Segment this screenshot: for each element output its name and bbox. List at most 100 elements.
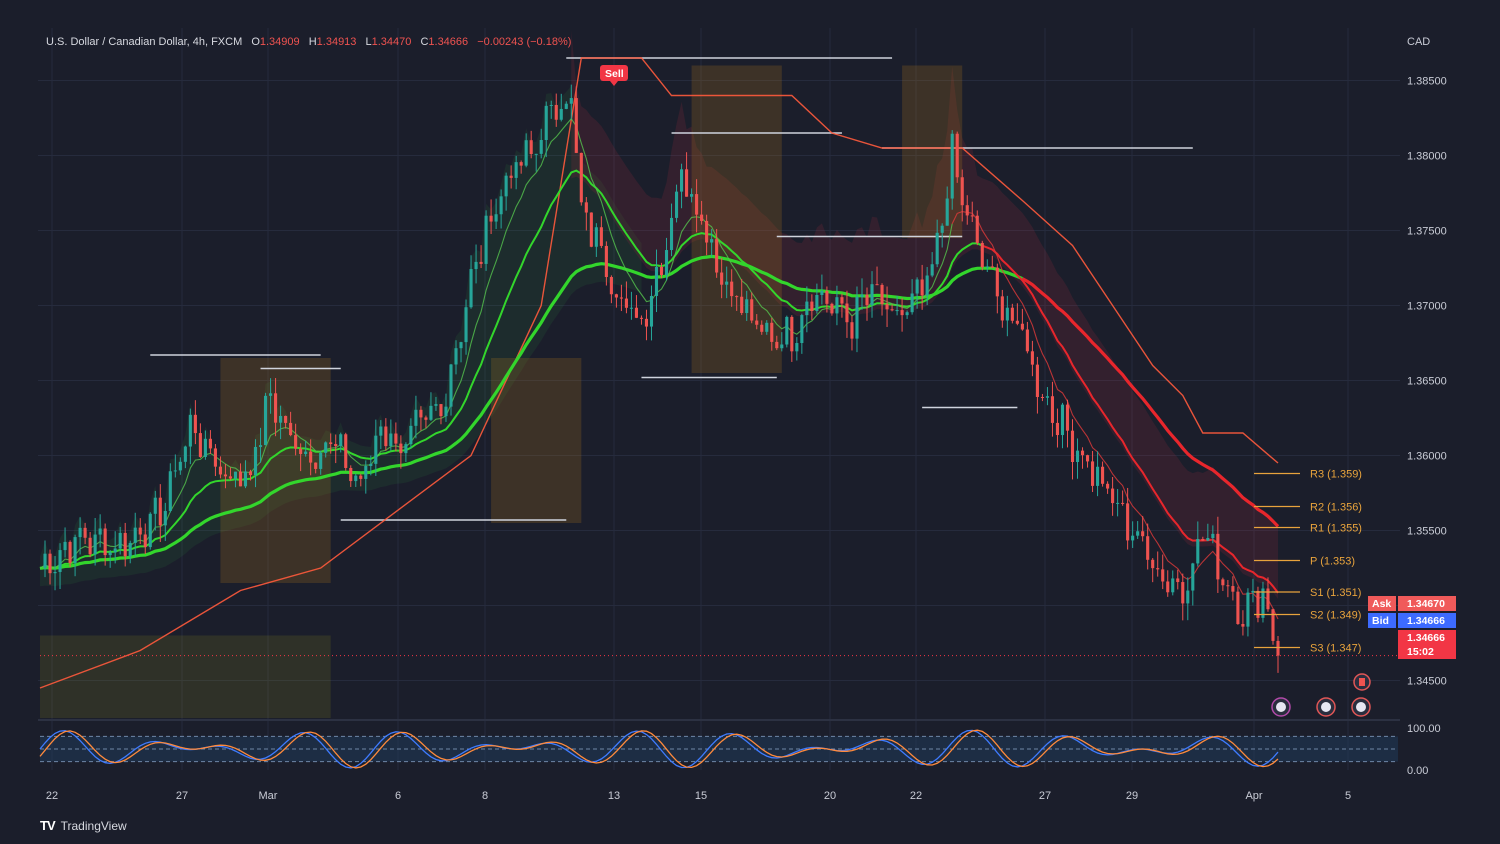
time-tick-label: 5 (1345, 790, 1351, 802)
candle-body (745, 299, 749, 314)
pivot-label: P (1.353) (1310, 556, 1355, 568)
candle-body (1030, 351, 1034, 365)
candle-body (619, 297, 623, 299)
candle-body (1211, 533, 1215, 539)
candle-body (529, 140, 533, 154)
candle-body (830, 303, 834, 314)
candle-body (464, 307, 468, 343)
candle-body (1236, 591, 1240, 624)
candle-body (324, 442, 328, 453)
candle-body (584, 202, 588, 213)
candle-body (554, 104, 558, 120)
price-tick-label: 1.34500 (1407, 676, 1447, 688)
pivot-label: R3 (1.359) (1310, 469, 1362, 481)
sell-signal[interactable]: Sell (600, 65, 628, 86)
candle-body (870, 284, 874, 306)
candle-body (1065, 404, 1070, 431)
candle-body (534, 153, 538, 155)
candle-body (349, 467, 353, 482)
candle-body (845, 303, 849, 323)
candle-body (735, 296, 739, 298)
candle-body (274, 393, 278, 423)
candle-body (93, 534, 97, 555)
candle-body (519, 162, 523, 166)
candle-body (269, 393, 273, 396)
candle-body (1266, 588, 1270, 610)
candle-body (1126, 503, 1130, 541)
candle-body (53, 571, 57, 574)
oscillator-tick-label: 0.00 (1407, 765, 1428, 777)
candle-body (494, 214, 498, 222)
time-tick-label: 29 (1126, 790, 1138, 802)
candle-body (1040, 396, 1044, 398)
last-price: 1.34666 (1407, 632, 1445, 644)
time-tick-label: 20 (824, 790, 836, 802)
candle-body (604, 245, 608, 278)
price-tick-label: 1.38500 (1407, 76, 1447, 88)
candle-body (820, 290, 824, 295)
candle-body (258, 445, 263, 447)
main-pane[interactable] (38, 28, 1400, 718)
close-value: 1.34666 (428, 36, 468, 48)
candle-body (800, 315, 804, 344)
candle-body (454, 348, 458, 365)
candle-body (900, 310, 904, 316)
candle-body (795, 343, 799, 352)
time-tick-label: 27 (1039, 790, 1051, 802)
candle-body (1000, 296, 1004, 321)
bear-cloud (571, 30, 1278, 599)
candle-body (559, 108, 563, 120)
candle-body (680, 169, 684, 192)
candle-body (885, 304, 889, 310)
candle-body (1015, 320, 1019, 324)
candle-body (424, 417, 428, 420)
candle-body (905, 312, 909, 316)
bid-label: Bid (1372, 615, 1389, 627)
candle-body (1111, 488, 1115, 504)
candle-body (815, 294, 819, 312)
candle-body (624, 298, 628, 308)
bid-value: 1.34666 (1407, 615, 1445, 627)
candle-body (564, 103, 568, 109)
candle-body (379, 426, 383, 436)
candle-body (940, 225, 944, 233)
tradingview-brand[interactable]: TV TradingView (40, 818, 127, 833)
candle-body (835, 297, 839, 314)
candle-body (654, 266, 659, 296)
candle-body (1146, 536, 1150, 560)
candle-body (1256, 590, 1260, 618)
candle-body (850, 322, 854, 339)
candle-body (429, 405, 433, 420)
candle-body (208, 438, 212, 449)
pivot-label: R2 (1.356) (1310, 502, 1362, 514)
candle-body (469, 269, 473, 308)
candle-body (1241, 623, 1245, 627)
candle-body (183, 446, 187, 462)
candle-body (504, 175, 508, 197)
time-tick-label: 22 (910, 790, 922, 802)
candle-body (1261, 588, 1265, 618)
candle-body (730, 281, 734, 297)
economic-events[interactable] (1271, 673, 1371, 717)
candle-body (63, 541, 67, 551)
moving-averages (39, 57, 1280, 689)
candle-body (253, 446, 258, 476)
legend: U.S. Dollar / Canadian Dollar, 4h, FXCM … (46, 36, 571, 48)
candle-body (314, 462, 318, 469)
candle-body (990, 266, 994, 268)
candle-body (123, 532, 127, 557)
candle-body (549, 104, 553, 106)
candle-body (439, 404, 443, 417)
candle-body (950, 133, 954, 199)
candle-body (875, 284, 879, 286)
candle-body (339, 434, 343, 447)
candle-body (449, 364, 453, 407)
candle-body (399, 443, 403, 454)
candle-body (594, 227, 598, 247)
candle-body (389, 433, 393, 447)
candle-body (1226, 585, 1230, 587)
candle-body (910, 293, 914, 313)
candle-body (1201, 538, 1205, 541)
candle-body (695, 194, 699, 215)
